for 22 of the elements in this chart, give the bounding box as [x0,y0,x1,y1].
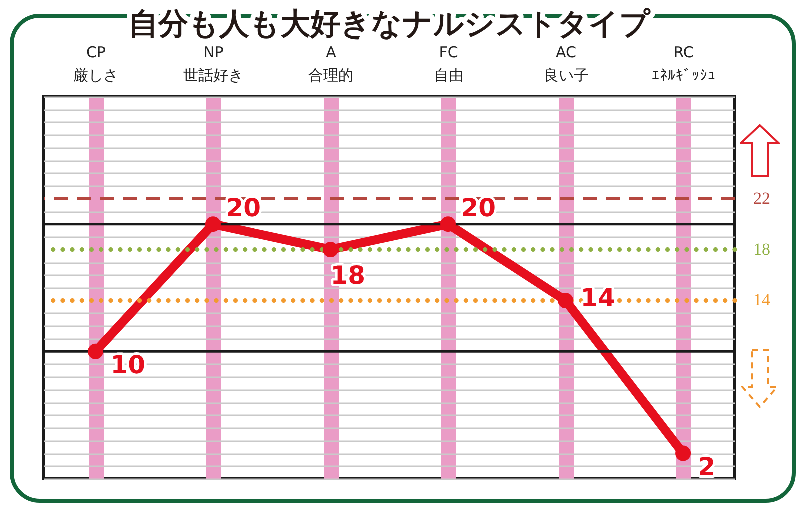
x-tick-label: NP 世話好き [184,44,244,84]
x-tick-label: RC ｴﾈﾙｷﾞｯｼｭ [652,44,716,84]
point [558,293,574,308]
ref-line-label: 18 [754,240,770,259]
ref-line-label: 22 [754,188,770,208]
x-tick-label: AC 良い子 [544,44,589,84]
x-tick-label: CP 厳しさ [74,44,119,84]
data-label: 2 [698,452,716,482]
ref-line-label: 14 [754,290,771,310]
data-label: 10 [110,350,146,380]
x-tick-label: A 合理的 [308,44,354,84]
point [322,242,338,258]
data-label: 20 [226,193,262,222]
point [440,216,456,232]
point [676,446,692,462]
point [205,216,221,232]
data-label: 20 [461,193,496,222]
x-tick-label: FC 自由 [434,44,464,84]
point [88,344,104,360]
data-label: 14 [580,284,616,313]
data-label: 18 [330,260,366,290]
chart-title: 自分も人も大好きなナルシストタイプ [128,7,652,42]
